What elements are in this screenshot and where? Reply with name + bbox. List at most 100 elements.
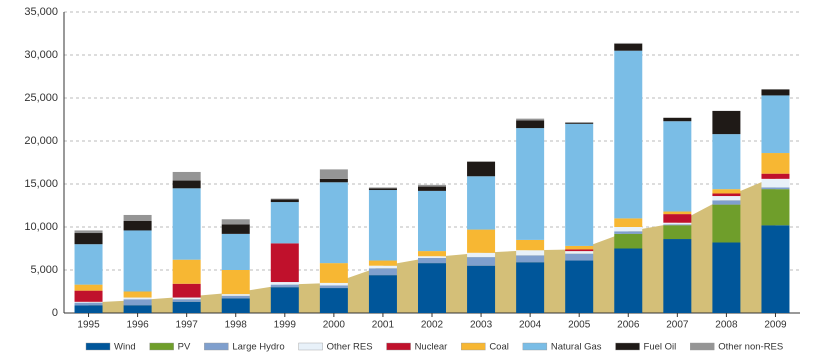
bar-segment (614, 227, 643, 232)
bar-segment (418, 190, 446, 252)
y-tick-label: 5,000 (30, 264, 58, 276)
legend-swatch (85, 342, 111, 351)
legend-swatch (149, 342, 174, 351)
bar-segment (761, 173, 790, 179)
bar-segment (614, 43, 643, 51)
legend-label: Wind (114, 342, 136, 353)
bar-segment (221, 270, 250, 295)
x-tick-label: 2008 (715, 320, 738, 331)
bar-segment (319, 178, 348, 183)
bar-segment (516, 250, 545, 256)
x-tick-label: 2007 (666, 320, 689, 331)
bar-segment (368, 265, 397, 269)
legend-swatch (461, 342, 486, 351)
bar-segment (221, 295, 250, 299)
x-tick-label: 1998 (225, 320, 248, 331)
bar-segment (663, 214, 692, 223)
bar-segment (123, 230, 152, 292)
legend-swatch (690, 342, 715, 351)
y-tick-label: 0 (52, 307, 58, 319)
legend-label: Coal (489, 342, 509, 353)
bar-segment (614, 50, 643, 219)
legend-swatch (615, 342, 640, 351)
bar-segment (418, 251, 446, 257)
bar-segment (319, 263, 348, 283)
bar-segment (319, 182, 348, 264)
bar-segment (172, 188, 201, 260)
legend-label: Fuel Oil (644, 342, 677, 353)
bar-segment (270, 243, 299, 283)
bar-segment (270, 287, 299, 313)
y-tick-label: 20,000 (24, 135, 58, 147)
bar-segment (74, 233, 103, 245)
bar-segment (467, 252, 496, 258)
x-tick-label: 1997 (176, 320, 199, 331)
bar-segment (712, 200, 741, 205)
legend-label: Other non-RES (718, 342, 783, 353)
bar-segment (418, 263, 446, 313)
legend-swatch (386, 342, 411, 351)
bar-segment (565, 253, 594, 261)
bar-segment (467, 229, 496, 253)
bar-segment (712, 189, 741, 194)
bar-segment (172, 171, 201, 181)
bar-segment (761, 189, 790, 226)
x-tick-label: 2003 (470, 320, 493, 331)
bar-segment (172, 301, 201, 313)
bar-segment (172, 180, 201, 189)
bar-segment (565, 249, 594, 252)
bar-segment (663, 225, 692, 240)
legend-label: Other RES (327, 342, 373, 353)
bar-segment (565, 251, 594, 254)
bar-segment (761, 153, 790, 174)
legend-label: PV (178, 342, 191, 353)
bar-segment (712, 204, 741, 243)
bar-segment (368, 268, 397, 276)
bar-segment (467, 176, 496, 230)
legend-label: Natural Gas (551, 342, 602, 353)
bar-segment (663, 117, 692, 122)
x-tick-label: 2006 (617, 320, 640, 331)
bar-segment (368, 188, 397, 191)
bar-segment (74, 302, 103, 306)
bar-segment (221, 224, 250, 234)
bar-segment (516, 118, 545, 121)
bar-segment (74, 244, 103, 285)
bar-segment (418, 186, 446, 191)
bar-segment (270, 199, 299, 203)
bar-segment (565, 245, 594, 250)
x-tick-label: 2005 (568, 320, 591, 331)
legend-swatch (522, 342, 548, 351)
x-tick-label: 2002 (421, 320, 444, 331)
y-tick-label: 30,000 (24, 49, 58, 61)
bar-segment (565, 123, 594, 246)
bar-segment (418, 184, 446, 187)
bar-segment (172, 299, 201, 302)
bar-segment (663, 224, 692, 226)
bar-segment (614, 42, 643, 44)
bar-segment (74, 301, 103, 303)
bar-segment (172, 259, 201, 284)
legend-swatch (298, 342, 323, 351)
bar-segment (270, 282, 299, 285)
x-tick-label: 1995 (77, 320, 100, 331)
bar-segment (319, 285, 348, 289)
bar-segment (614, 218, 643, 227)
bar-segment (761, 225, 790, 313)
bar-segment (319, 288, 348, 313)
bar-segment (516, 255, 545, 263)
bar-segment (663, 222, 692, 225)
legend-swatch (204, 342, 229, 351)
y-tick-label: 10,000 (24, 221, 58, 233)
bar-segment (467, 265, 496, 313)
x-tick-label: 1996 (126, 320, 149, 331)
bar-segment (74, 230, 103, 234)
y-tick-label: 15,000 (24, 178, 58, 190)
bar-segment (761, 178, 790, 188)
x-tick-label: 2000 (323, 320, 346, 331)
bar-segment (516, 120, 545, 129)
bar-segment (123, 291, 152, 298)
bar-segment (123, 305, 152, 313)
bar-segment (221, 233, 250, 270)
bar-segment (467, 257, 496, 266)
